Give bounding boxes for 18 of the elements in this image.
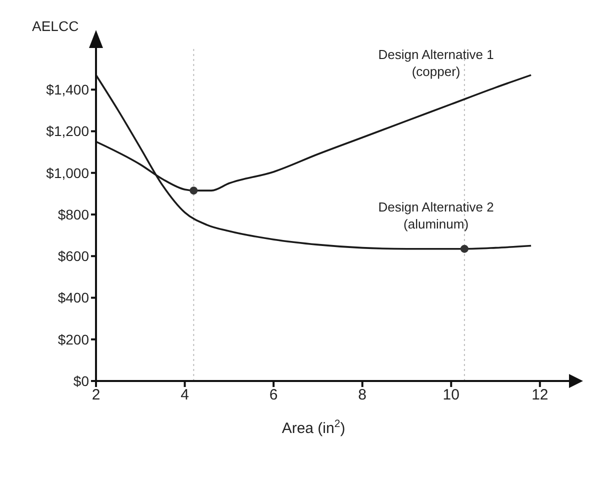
y-tick-label: $1,400	[46, 82, 90, 98]
x-tick-label: 4	[180, 386, 189, 404]
x-tick-label: 10	[442, 386, 460, 404]
series-label: Design Alternative 2 (aluminum)	[378, 200, 494, 232]
y-tick-label: $1,000	[46, 164, 90, 181]
y-tick-label: $0	[73, 372, 90, 389]
x-tick-label: 2	[92, 386, 100, 404]
x-tick-label: 6	[269, 386, 278, 404]
y-tick-label: $1,200	[46, 123, 90, 140]
y-axis-title: AELCC	[32, 18, 79, 34]
y-tick-label: $400	[58, 290, 90, 306]
x-tick-label: 8	[358, 386, 367, 404]
y-tick-label: $200	[58, 331, 90, 348]
x-axis-title: Area (in$^{2}$)	[282, 418, 346, 437]
y-tick-label: $800	[58, 206, 90, 222]
x-tick-label: 12	[532, 386, 548, 404]
y-tick-label: $600	[58, 248, 90, 264]
series-label: Design Alternative 1 (copper)	[378, 47, 494, 80]
